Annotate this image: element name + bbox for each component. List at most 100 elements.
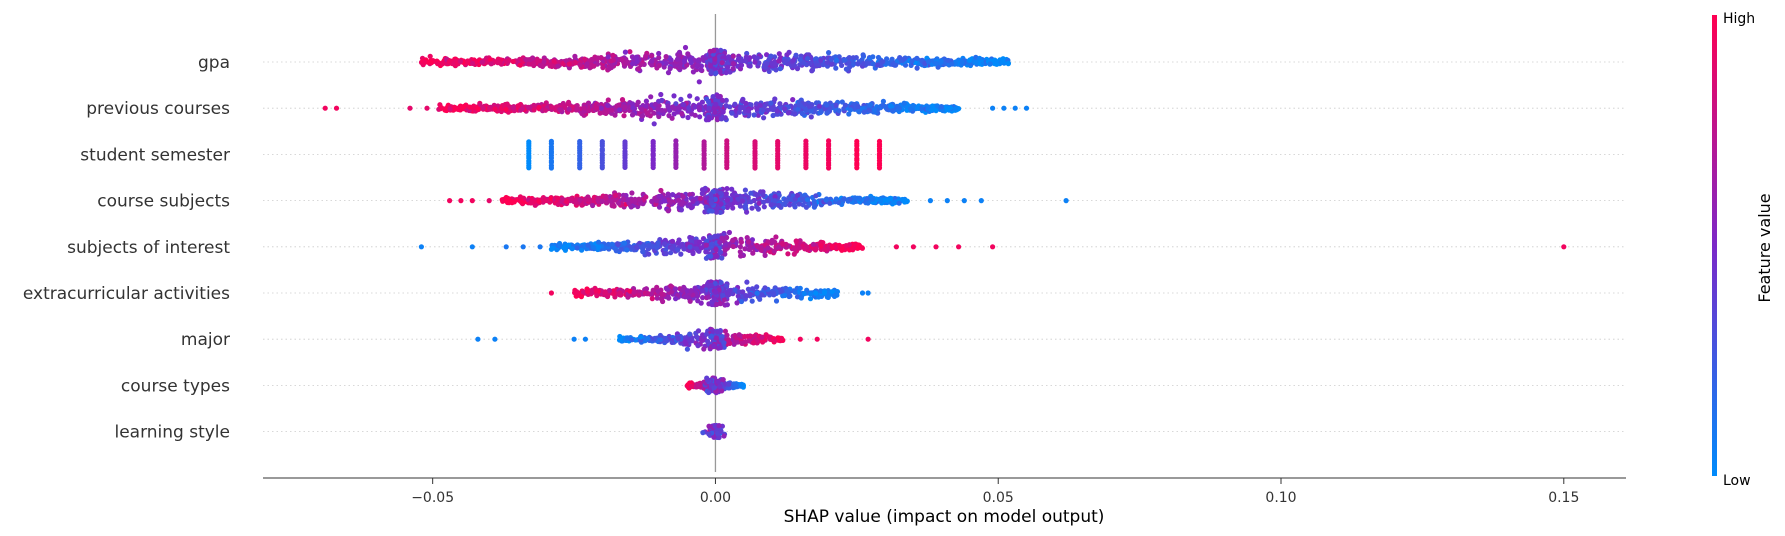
shap-point-outlier: [797, 336, 803, 342]
shap-point: [421, 59, 428, 65]
shap-point: [847, 196, 853, 202]
shap-point: [452, 106, 459, 112]
shap-point: [640, 244, 646, 250]
shap-point: [678, 251, 684, 257]
shap-point: [736, 332, 742, 338]
shap-point: [427, 53, 433, 59]
shap-point: [617, 107, 623, 113]
shap-point: [662, 241, 668, 247]
shap-point: [634, 244, 640, 250]
shap-point: [503, 58, 509, 64]
shap-point: [517, 62, 523, 68]
shap-point: [611, 291, 617, 297]
shap-point: [796, 245, 802, 251]
shap-point: [818, 109, 824, 115]
shap-point-outlier: [990, 244, 996, 250]
shap-point: [773, 234, 779, 240]
shap-point: [591, 63, 597, 69]
shap-point: [729, 110, 735, 116]
shap-point: [695, 62, 701, 68]
shap-point: [718, 428, 724, 434]
shap-point: [630, 105, 636, 111]
shap-point: [717, 69, 723, 75]
shap-point: [933, 108, 939, 114]
shap-point: [878, 197, 884, 203]
shap-point: [841, 196, 847, 202]
shap-point: [676, 104, 682, 110]
shap-point: [652, 101, 658, 107]
shap-point: [649, 62, 655, 68]
shap-point: [741, 105, 747, 111]
shap-point: [585, 288, 591, 295]
shap-point: [901, 56, 907, 62]
shap-point: [846, 111, 852, 117]
shap-point: [713, 289, 719, 295]
shap-point: [843, 66, 850, 72]
shap-point: [701, 165, 707, 171]
shap-point: [719, 60, 725, 66]
shap-point: [782, 106, 788, 112]
shap-point: [624, 247, 630, 253]
shap-point: [809, 68, 815, 74]
shap-point: [739, 198, 745, 204]
shap-point: [792, 111, 798, 117]
shap-point: [857, 196, 863, 202]
shap-point: [730, 66, 736, 72]
shap-point: [629, 101, 636, 107]
shap-point: [517, 194, 524, 200]
shap-point: [680, 194, 686, 200]
shap-point: [815, 62, 821, 68]
shap-point: [870, 61, 876, 67]
colorbar-title: Feature value: [1755, 193, 1774, 302]
shap-point: [602, 289, 609, 296]
shap-point: [785, 251, 791, 257]
shap-point: [670, 192, 676, 198]
shap-point: [743, 54, 749, 60]
shap-point: [952, 106, 959, 112]
shap-point: [690, 69, 697, 75]
shap-point: [751, 112, 757, 118]
shap-point: [761, 115, 767, 121]
shap-point: [713, 335, 719, 341]
shap-point: [673, 296, 679, 302]
shap-point: [622, 164, 628, 170]
colorbar-high-label: High: [1723, 11, 1755, 27]
shap-point: [771, 292, 777, 298]
shap-point: [492, 106, 498, 112]
shap-point: [713, 253, 719, 259]
shap-point: [662, 198, 668, 204]
shap-point: [536, 198, 542, 204]
shap-point: [584, 61, 590, 67]
shap-point: [804, 197, 811, 203]
shap-point: [798, 295, 804, 301]
shap-point: [698, 195, 704, 201]
shap-point: [644, 110, 650, 116]
shap-point: [663, 60, 669, 66]
shap-point: [579, 202, 585, 208]
shap-point: [842, 102, 849, 108]
shap-point: [841, 57, 847, 63]
shap-point: [675, 247, 681, 253]
shap-point: [716, 94, 722, 100]
shap-point: [665, 103, 671, 109]
shap-point: [762, 252, 768, 258]
shap-point: [759, 334, 765, 340]
shap-point: [744, 209, 750, 215]
shap-point: [823, 197, 829, 203]
shap-point: [692, 112, 698, 118]
shap-point: [761, 204, 767, 210]
shap-point: [791, 251, 797, 257]
shap-point: [765, 245, 771, 251]
shap-point: [665, 70, 672, 76]
shap-point: [496, 59, 502, 66]
shap-point-outlier: [865, 290, 871, 296]
shap-point: [621, 113, 627, 119]
shap-point: [910, 102, 916, 109]
shap-point: [717, 345, 723, 351]
shap-point: [711, 385, 717, 391]
shap-point: [820, 62, 826, 68]
shap-point-outlier: [990, 105, 996, 111]
shap-point: [622, 104, 628, 110]
shap-point: [605, 54, 611, 60]
